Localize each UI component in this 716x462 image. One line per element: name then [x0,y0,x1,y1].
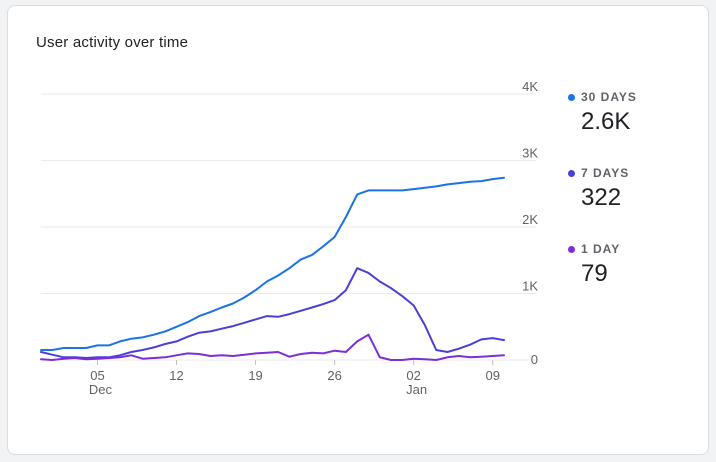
x-tick-26: 26 [327,368,341,383]
y-tick-1K: 1K [522,279,538,294]
y-tick-3K: 3K [522,146,538,161]
legend-dot-7-days [568,169,575,177]
x-tick-02: 02 [406,368,420,383]
y-tick-2K: 2K [522,212,538,227]
user-activity-card: User activity over time 0 1K 2K 3K 4K 05 Dec 12… [7,5,709,455]
x-tick-sub-dec: Dec [89,382,113,397]
legend-value-30-days: 2.6K [581,108,631,135]
x-tick-09: 09 [485,368,499,383]
legend-item-30-days: 30 DAYS 2.6K [568,90,698,166]
series-line-7-days [40,267,505,359]
legend-item-1-day: 1 DAY 79 [568,242,698,318]
legend-label-7-days: 7 DAYS [581,166,630,180]
legend-dot-30-days [568,93,575,101]
x-tick-sub-jan: Jan [406,382,427,397]
y-tick-4K: 4K [522,79,538,94]
legend-label-1-day: 1 DAY [581,242,621,256]
legend-value-1-day: 79 [581,260,608,287]
card-title: User activity over time [36,34,189,51]
y-tick-0: 0 [531,352,538,367]
legend: 30 DAYS 2.6K 7 DAYS 322 1 DAY 79 [568,90,698,318]
legend-value-7-days: 322 [581,184,622,211]
x-tick-19: 19 [248,368,262,383]
legend-label-30-days: 30 DAYS [581,90,637,104]
legend-item-7-days: 7 DAYS 322 [568,166,698,242]
legend-dot-1-day [568,245,575,253]
x-tick-05: 05 [90,368,104,383]
series-line-1-day [40,333,505,361]
series-line-30-days [40,176,505,351]
x-tick-12: 12 [169,368,183,383]
